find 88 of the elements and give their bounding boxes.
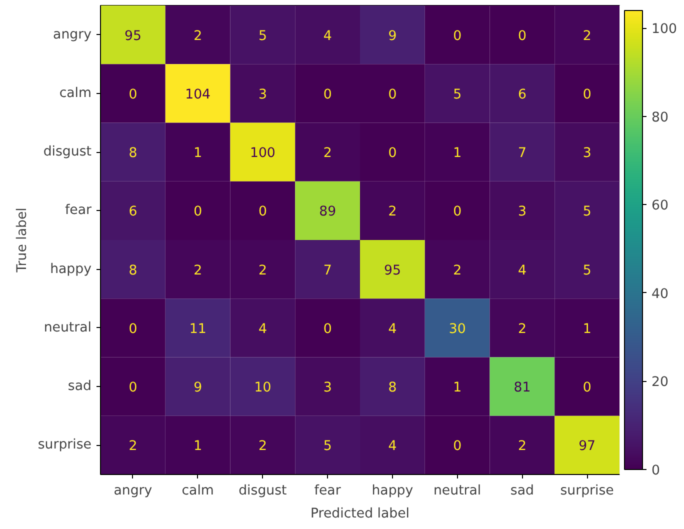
data-label: 2 [194, 28, 202, 44]
data-label: 0 [258, 204, 267, 220]
data-label: 2 [128, 439, 138, 454]
x-tick-label: sad [510, 484, 534, 498]
data-label: 0 [453, 204, 462, 220]
data-label: 10 [254, 380, 272, 396]
data-label: 0 [453, 28, 462, 44]
data-label: 1 [194, 146, 202, 162]
y-axis-title: True label [14, 208, 30, 274]
x-tick-label: calm [182, 484, 214, 498]
data-label: 4 [518, 263, 526, 278]
data-label: 81 [514, 380, 531, 396]
data-label: 5 [582, 263, 592, 278]
data-label: 1 [453, 146, 462, 162]
data-label: 3 [582, 146, 592, 162]
data-label: 8 [128, 263, 138, 278]
color-bar-label: 60 [652, 198, 668, 214]
data-label: 2 [518, 322, 526, 337]
data-label: 0 [388, 87, 397, 102]
data-label: 2 [258, 263, 267, 278]
color-bar-label: 100 [652, 22, 677, 38]
data-label: 1 [453, 380, 462, 396]
x-tick-label: disgust [238, 484, 287, 498]
data-label: 0 [453, 439, 462, 454]
data-label: 0 [128, 322, 138, 337]
color-bar-label: 20 [652, 375, 668, 390]
data-label: 7 [518, 146, 526, 162]
data-label: 0 [388, 146, 397, 162]
data-label: 3 [518, 204, 526, 220]
data-label: 0 [323, 87, 332, 102]
x-axis-title: Predicted label [310, 506, 410, 522]
data-label: 0 [128, 87, 138, 102]
y-tick-label: sad [68, 379, 92, 394]
color-bar-label: 80 [652, 110, 668, 126]
data-label: 0 [323, 322, 332, 337]
y-tick-label: neutral [44, 320, 92, 336]
data-label: 6 [518, 87, 526, 102]
data-label: 1 [194, 439, 202, 454]
data-label: 3 [323, 380, 332, 396]
data-label: 0 [582, 87, 592, 102]
data-label: 89 [319, 204, 336, 220]
x-tick-label: surprise [560, 484, 614, 498]
data-label: 5 [258, 28, 267, 44]
y-tick-label: disgust [43, 144, 92, 160]
data-label: 100 [250, 146, 276, 162]
data-label: 30 [448, 322, 466, 337]
data-label: 1 [582, 322, 592, 337]
data-label: 2 [258, 439, 267, 454]
data-label: 4 [388, 322, 397, 337]
data-label: 4 [388, 439, 397, 454]
data-label: 2 [388, 204, 397, 220]
data-label: 0 [582, 380, 592, 396]
data-label: 2 [518, 439, 526, 454]
data-label: 97 [578, 439, 596, 454]
data-label: 2 [453, 263, 462, 278]
y-tick-label: angry [53, 27, 92, 42]
y-tick-label: fear [64, 203, 92, 218]
data-label: 0 [194, 204, 202, 220]
data-label: 3 [258, 87, 267, 102]
data-label: 9 [388, 28, 397, 44]
y-tick-label: calm [59, 86, 92, 101]
data-label: 4 [323, 28, 332, 44]
x-tick-label: happy [372, 484, 414, 498]
data-label: 0 [518, 28, 526, 44]
data-label: 5 [453, 87, 462, 102]
data-label: 7 [323, 263, 332, 278]
data-label: 2 [194, 263, 202, 278]
data-label: 11 [189, 322, 206, 337]
y-tick-label: happy [50, 262, 92, 277]
data-label: 4 [258, 322, 267, 337]
data-label: 104 [185, 87, 211, 102]
data-label: 2 [323, 146, 332, 162]
data-label: 9 [194, 380, 202, 396]
data-label: 0 [128, 380, 138, 396]
data-label: 95 [384, 263, 401, 278]
x-tick-label: neutral [433, 484, 482, 498]
data-label: 95 [124, 28, 142, 44]
color-bar-label: 0 [652, 464, 660, 478]
x-tick-label: fear [314, 484, 342, 498]
y-tick-label: surprise [38, 438, 92, 453]
data-label: 5 [323, 439, 332, 454]
data-label: 8 [388, 380, 397, 396]
color-bar-label: 40 [652, 286, 668, 302]
x-tick-label: angry [114, 484, 152, 498]
data-label: 6 [128, 204, 138, 220]
data-label: 2 [582, 28, 592, 44]
data-label: 8 [128, 146, 138, 162]
data-label: 5 [582, 204, 592, 220]
